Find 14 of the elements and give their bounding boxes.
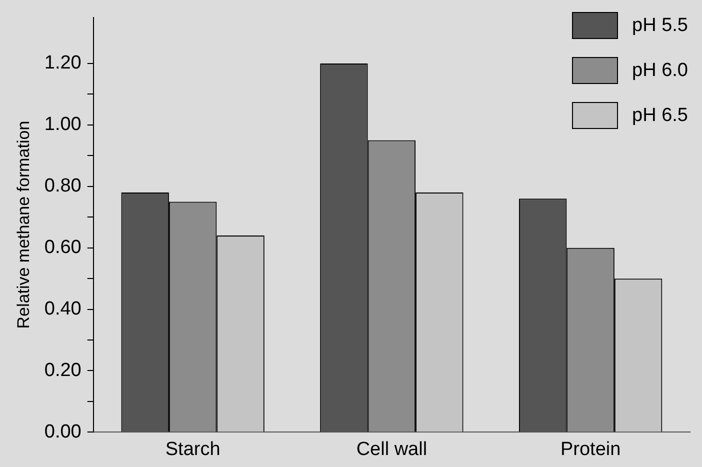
x-tick-label: Cell wall bbox=[356, 438, 428, 460]
y-tick-label: 0.80 bbox=[44, 176, 82, 197]
y-tick-label: 1.20 bbox=[44, 52, 82, 74]
legend-label: pH 6.0 bbox=[632, 60, 688, 82]
y-tick-label: 0.40 bbox=[44, 298, 82, 320]
y-axis-title: Relative methane formation bbox=[14, 120, 33, 329]
legend-label: pH 6.5 bbox=[632, 104, 688, 126]
legend-label: pH 5.5 bbox=[632, 14, 688, 36]
y-tick-label: 0.20 bbox=[44, 360, 82, 381]
y-tick-label: 0.00 bbox=[44, 421, 82, 442]
x-tick-label: Starch bbox=[165, 438, 220, 460]
x-tick-label: Protein bbox=[560, 438, 621, 460]
y-tick-label: 0.60 bbox=[44, 237, 82, 258]
y-tick-label: 1.00 bbox=[44, 114, 82, 136]
